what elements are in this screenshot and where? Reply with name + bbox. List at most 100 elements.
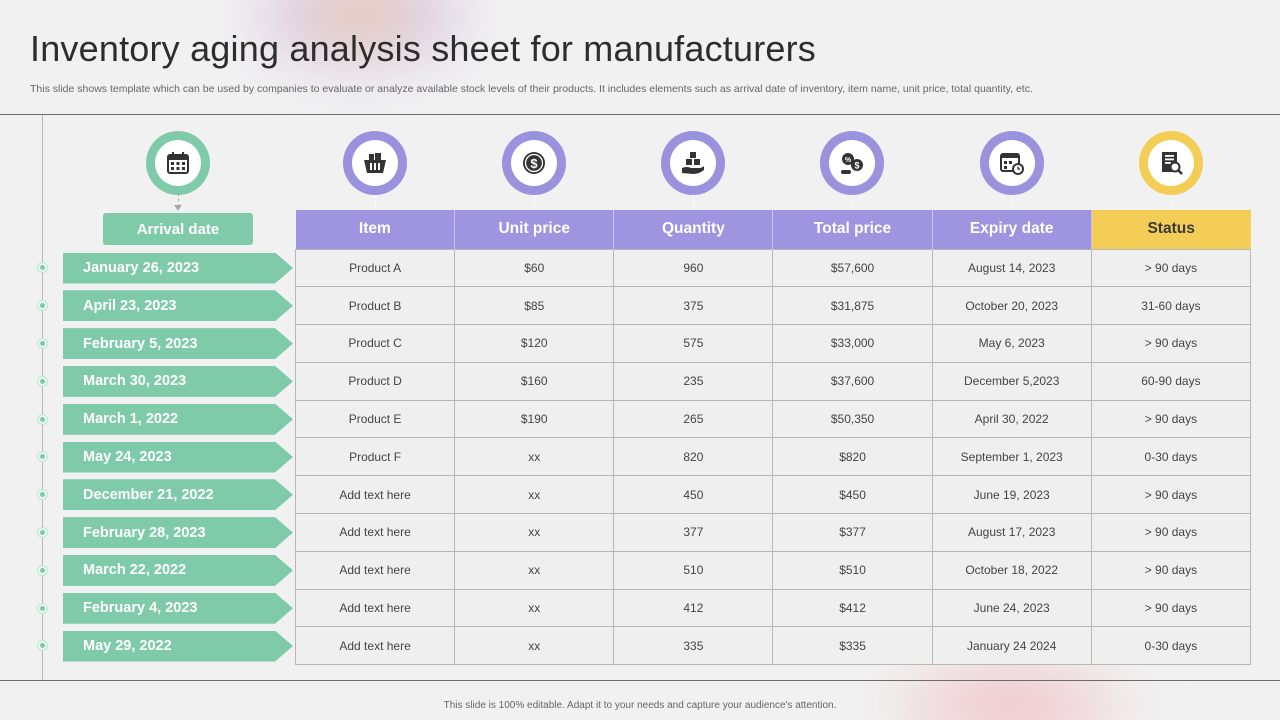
boxes-hand-icon	[661, 131, 725, 195]
cell-unit-price: $190	[454, 399, 615, 439]
timeline-dot	[38, 565, 47, 575]
cell-expiry-date: June 19, 2023	[931, 475, 1092, 515]
cell-unit-price: xx	[454, 550, 615, 590]
calendar-clock-icon	[980, 131, 1044, 195]
table-row: Product A $60 960 $57,600 August 14, 2023 > 9…	[294, 248, 1252, 288]
svg-text:%: %	[845, 157, 852, 164]
cell-item: Add text here	[294, 588, 456, 628]
table-row: Product D $160 235 $37,600 December 5,2023 60…	[294, 361, 1252, 401]
report-magnifier-icon	[1139, 131, 1203, 195]
table-row: Product B $85 375 $31,875 October 20, 2023 31…	[294, 286, 1252, 326]
cell-expiry-date: September 1, 2023	[931, 437, 1092, 477]
page-title: Inventory aging analysis sheet for manuf…	[30, 28, 817, 69]
timeline-dot	[38, 528, 47, 537]
svg-text:$: $	[530, 156, 538, 171]
cell-item: Product A	[294, 248, 456, 288]
cell-status: 31-60 days	[1090, 286, 1252, 326]
header-total-price: Total price	[772, 210, 933, 249]
top-divider	[0, 114, 1280, 115]
cell-total-price: $50,350	[772, 399, 933, 439]
svg-text:$: $	[854, 161, 859, 171]
cell-expiry-date: April 30, 2022	[931, 399, 1092, 439]
cell-status: > 90 days	[1090, 513, 1252, 552]
cell-total-price: $412	[772, 588, 933, 628]
timeline-dot	[38, 301, 47, 311]
arrival-connector	[178, 193, 179, 207]
cell-unit-price: xx	[454, 513, 615, 552]
cell-unit-price: $85	[454, 286, 615, 326]
cell-total-price: $377	[772, 513, 933, 552]
arrival-date-tag: March 22, 2022	[63, 554, 293, 586]
cell-expiry-date: May 6, 2023	[931, 324, 1092, 363]
arrival-date-tag: February 28, 2023	[63, 517, 293, 549]
cell-total-price: $33,000	[772, 324, 933, 363]
cell-quantity: 510	[613, 550, 774, 590]
cell-item: Product E	[294, 399, 456, 439]
cell-unit-price: $120	[454, 324, 615, 363]
header-status: Status	[1091, 210, 1251, 249]
cell-expiry-date: August 14, 2023	[931, 248, 1092, 288]
cell-expiry-date: October 18, 2022	[931, 550, 1092, 590]
cell-unit-price: xx	[454, 475, 615, 515]
item-connector	[375, 195, 376, 207]
cell-total-price: $335	[772, 626, 933, 666]
cell-item: Product D	[294, 361, 456, 401]
total-price-connector	[852, 195, 853, 207]
arrival-date-tag: December 21, 2022	[63, 479, 293, 511]
cell-quantity: 412	[613, 588, 774, 628]
dollar-coin-icon: $	[502, 131, 566, 195]
table-row: Add text here xx 412 $412 June 24, 2023 > 90 …	[294, 588, 1252, 628]
page-subtitle: This slide shows template which can be u…	[30, 83, 1033, 95]
arrival-date-tag: January 26, 2023	[63, 252, 293, 284]
cell-item: Product F	[294, 437, 456, 477]
cell-quantity: 335	[613, 626, 774, 666]
calendar-icon	[146, 131, 210, 195]
cell-expiry-date: June 24, 2023	[931, 588, 1092, 628]
arrival-connector-arrow	[174, 205, 182, 211]
arrival-date-tag: February 5, 2023	[63, 328, 293, 360]
basket-icon	[343, 131, 407, 195]
cell-total-price: $450	[772, 475, 933, 515]
timeline-dot	[38, 414, 47, 424]
cell-quantity: 235	[613, 361, 774, 401]
timeline-dot	[38, 339, 47, 348]
unit-price-connector	[534, 195, 535, 207]
cell-unit-price: xx	[454, 626, 615, 666]
expiry-date-connector	[1012, 195, 1013, 207]
cell-quantity: 450	[613, 475, 774, 515]
arrival-date-tag: May 24, 2023	[63, 441, 293, 473]
cell-expiry-date: January 24 2024	[931, 626, 1092, 666]
timeline-dot	[38, 263, 47, 273]
cell-status: > 90 days	[1090, 588, 1252, 628]
cell-expiry-date: October 20, 2023	[931, 286, 1092, 326]
cell-total-price: $57,600	[772, 248, 933, 288]
cell-unit-price: xx	[454, 588, 615, 628]
timeline-dot	[38, 452, 47, 462]
header-item: Item	[295, 210, 456, 249]
cell-status: > 90 days	[1090, 475, 1252, 515]
inventory-table: Item Unit price Quantity Total price Exp…	[294, 210, 1252, 666]
arrival-date-tag: April 23, 2023	[63, 290, 293, 322]
cell-unit-price: xx	[454, 437, 615, 477]
cell-unit-price: $60	[454, 248, 615, 288]
table-row: Add text here xx 510 $510 October 18, 2022 > …	[294, 550, 1252, 590]
cell-status: 0-30 days	[1090, 626, 1252, 666]
cell-quantity: 375	[613, 286, 774, 326]
cell-quantity: 820	[613, 437, 774, 477]
header-unit-price: Unit price	[454, 210, 615, 249]
cell-quantity: 265	[613, 399, 774, 439]
cell-total-price: $510	[772, 550, 933, 590]
cell-item: Add text here	[294, 513, 456, 552]
arrival-date-tag: March 30, 2023	[63, 365, 293, 397]
quantity-connector	[693, 195, 694, 207]
table-row: Add text here xx 335 $335 January 24 2024 0-3…	[294, 626, 1252, 666]
footer-note: This slide is 100% editable. Adapt it to…	[443, 700, 837, 711]
cell-status: 60-90 days	[1090, 361, 1252, 401]
table-row: Add text here xx 450 $450 June 19, 2023 > 90 …	[294, 475, 1252, 515]
arrival-date-header: Arrival date	[103, 213, 253, 245]
table-row: Product C $120 575 $33,000 May 6, 2023 > 90 d…	[294, 324, 1252, 363]
cell-status: > 90 days	[1090, 248, 1252, 288]
header-expiry-date: Expiry date	[932, 210, 1092, 249]
cell-quantity: 960	[613, 248, 774, 288]
